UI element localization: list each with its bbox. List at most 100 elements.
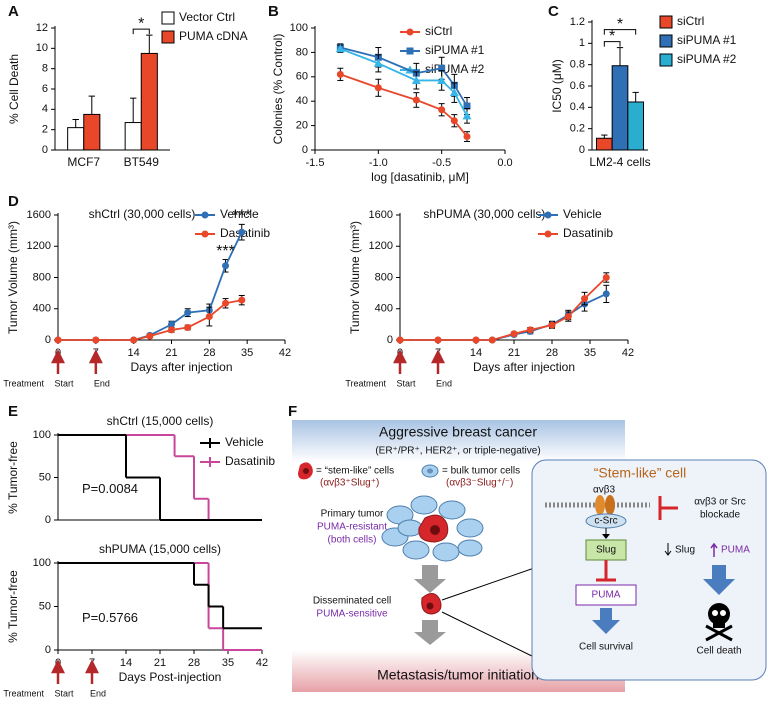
marker xyxy=(336,70,344,78)
marker xyxy=(412,96,420,104)
x-tick-label: 42 xyxy=(256,657,268,669)
y-tick-label: 1600 xyxy=(27,209,51,221)
y-tick-label: 1 xyxy=(579,37,585,49)
panel-label: A xyxy=(8,3,19,20)
x-axis-label: Days after injection xyxy=(130,360,232,374)
x-tick-label: 21 xyxy=(165,347,177,359)
legend-marker xyxy=(544,230,552,238)
p-value: P=0.0084 xyxy=(82,481,138,496)
disseminated-label: PUMA-sensitive xyxy=(316,609,388,620)
puma-box xyxy=(575,584,637,606)
bar xyxy=(83,113,101,151)
death-label: Cell death xyxy=(696,646,741,657)
flow-arrow xyxy=(414,620,446,645)
x-tick-label: 14 xyxy=(120,657,132,669)
y-axis-label: Tumor Volume (mm³) xyxy=(6,221,20,334)
significance-bracket xyxy=(603,41,621,47)
legend-label: Vehicle xyxy=(225,435,264,449)
bar xyxy=(595,137,613,151)
treatment-arrow xyxy=(392,349,408,374)
treatment-arrow xyxy=(50,349,66,374)
x-tick-label: 21 xyxy=(154,657,166,669)
y-tick-label: 0 xyxy=(579,144,585,156)
receptor xyxy=(605,495,615,515)
y-tick-label: 0 xyxy=(45,334,51,346)
diagram-title: Aggressive breast cancer xyxy=(379,424,537,440)
bulk-cell-icon xyxy=(421,464,439,478)
x-tick-label: 0.0 xyxy=(497,157,512,169)
treatment-arrow xyxy=(84,659,100,684)
x-axis-label: Days after injection xyxy=(473,360,575,374)
disseminated-cell xyxy=(421,593,442,615)
y-tick-label: 0 xyxy=(42,144,48,156)
x-tick-label: 28 xyxy=(188,657,200,669)
y-tick-label: 400 xyxy=(33,303,51,315)
x-tick-label: 35 xyxy=(222,657,234,669)
legend-marker xyxy=(406,47,414,55)
connector xyxy=(441,611,541,661)
marker xyxy=(168,320,175,328)
x-tick-label: -1.0 xyxy=(369,157,388,169)
receptor xyxy=(595,495,605,515)
marker xyxy=(335,44,345,53)
significance-bracket xyxy=(603,29,637,35)
diagram-bottom: Metastasis/tumor initiation xyxy=(377,667,539,683)
series-line xyxy=(400,276,607,341)
annotation: *** xyxy=(216,243,235,260)
marker xyxy=(438,64,446,72)
treatment-arrow-label: End xyxy=(436,378,452,388)
y-tick-label: 4 xyxy=(42,103,48,115)
y-tick-label: 100 xyxy=(33,429,51,441)
x-tick-label: 14 xyxy=(470,347,482,359)
legend-label: Dasatinib xyxy=(563,226,613,240)
x-tick-label: 14 xyxy=(128,347,140,359)
blockade-label: blockade xyxy=(700,510,740,521)
skull-icon xyxy=(705,603,733,642)
chart-title: shPUMA (15,000 cells) xyxy=(99,542,221,556)
marker xyxy=(238,296,246,304)
diagram-subtitle: (ER⁺/PR⁺, HER2⁺, or triple-negative) xyxy=(375,446,540,457)
x-tick-label: 28 xyxy=(546,347,558,359)
legend-marker xyxy=(201,211,209,219)
bar xyxy=(611,65,629,151)
x-tick-label: -1.5 xyxy=(306,157,325,169)
flow-arrow xyxy=(703,565,735,595)
annotation: * xyxy=(617,16,623,33)
blockade-label: αvβ3 or Src xyxy=(694,497,746,508)
arrowhead xyxy=(602,534,610,539)
connector xyxy=(441,565,541,601)
treatment-arrow-label: Start xyxy=(54,378,74,388)
legend-label: siCtrl xyxy=(677,14,704,28)
x-tick-label: 42 xyxy=(279,347,291,359)
legend-swatch xyxy=(161,11,175,25)
treatment-arrow-label: End xyxy=(90,688,106,698)
inset-title: “Stem-like” cell xyxy=(594,465,687,481)
y-tick-label: 0 xyxy=(45,514,51,526)
legend-label: Dasatinib xyxy=(225,454,275,468)
y-tick-label: 0 xyxy=(45,644,51,656)
legend-swatch xyxy=(659,15,673,29)
y-tick-label: 20 xyxy=(296,120,308,132)
treatment-label: Treatment xyxy=(3,688,44,698)
x-tick-label: 42 xyxy=(622,347,634,359)
treatment-arrow xyxy=(50,659,66,684)
slug-down: Slug xyxy=(675,545,695,556)
marker xyxy=(602,290,610,298)
marker xyxy=(184,309,192,317)
legend-label: Vector Ctrl xyxy=(179,10,235,24)
annotation: *** xyxy=(232,208,251,225)
x-tick-label: 35 xyxy=(584,347,596,359)
marker xyxy=(54,336,62,344)
primary-label: PUMA-resistant xyxy=(317,522,387,533)
marker xyxy=(488,336,496,344)
x-tick-label: MCF7 xyxy=(67,155,100,169)
y-tick-label: 10 xyxy=(36,42,48,54)
legend-marker xyxy=(544,211,552,219)
series-line xyxy=(340,73,468,138)
legend-stem: = “stem-like” cells xyxy=(316,466,394,477)
marker xyxy=(526,326,534,334)
x-tick-label: BT549 xyxy=(124,155,160,169)
legend-swatch xyxy=(659,34,673,48)
y-tick-label: 1600 xyxy=(369,209,393,221)
panel-label: E xyxy=(8,403,18,420)
